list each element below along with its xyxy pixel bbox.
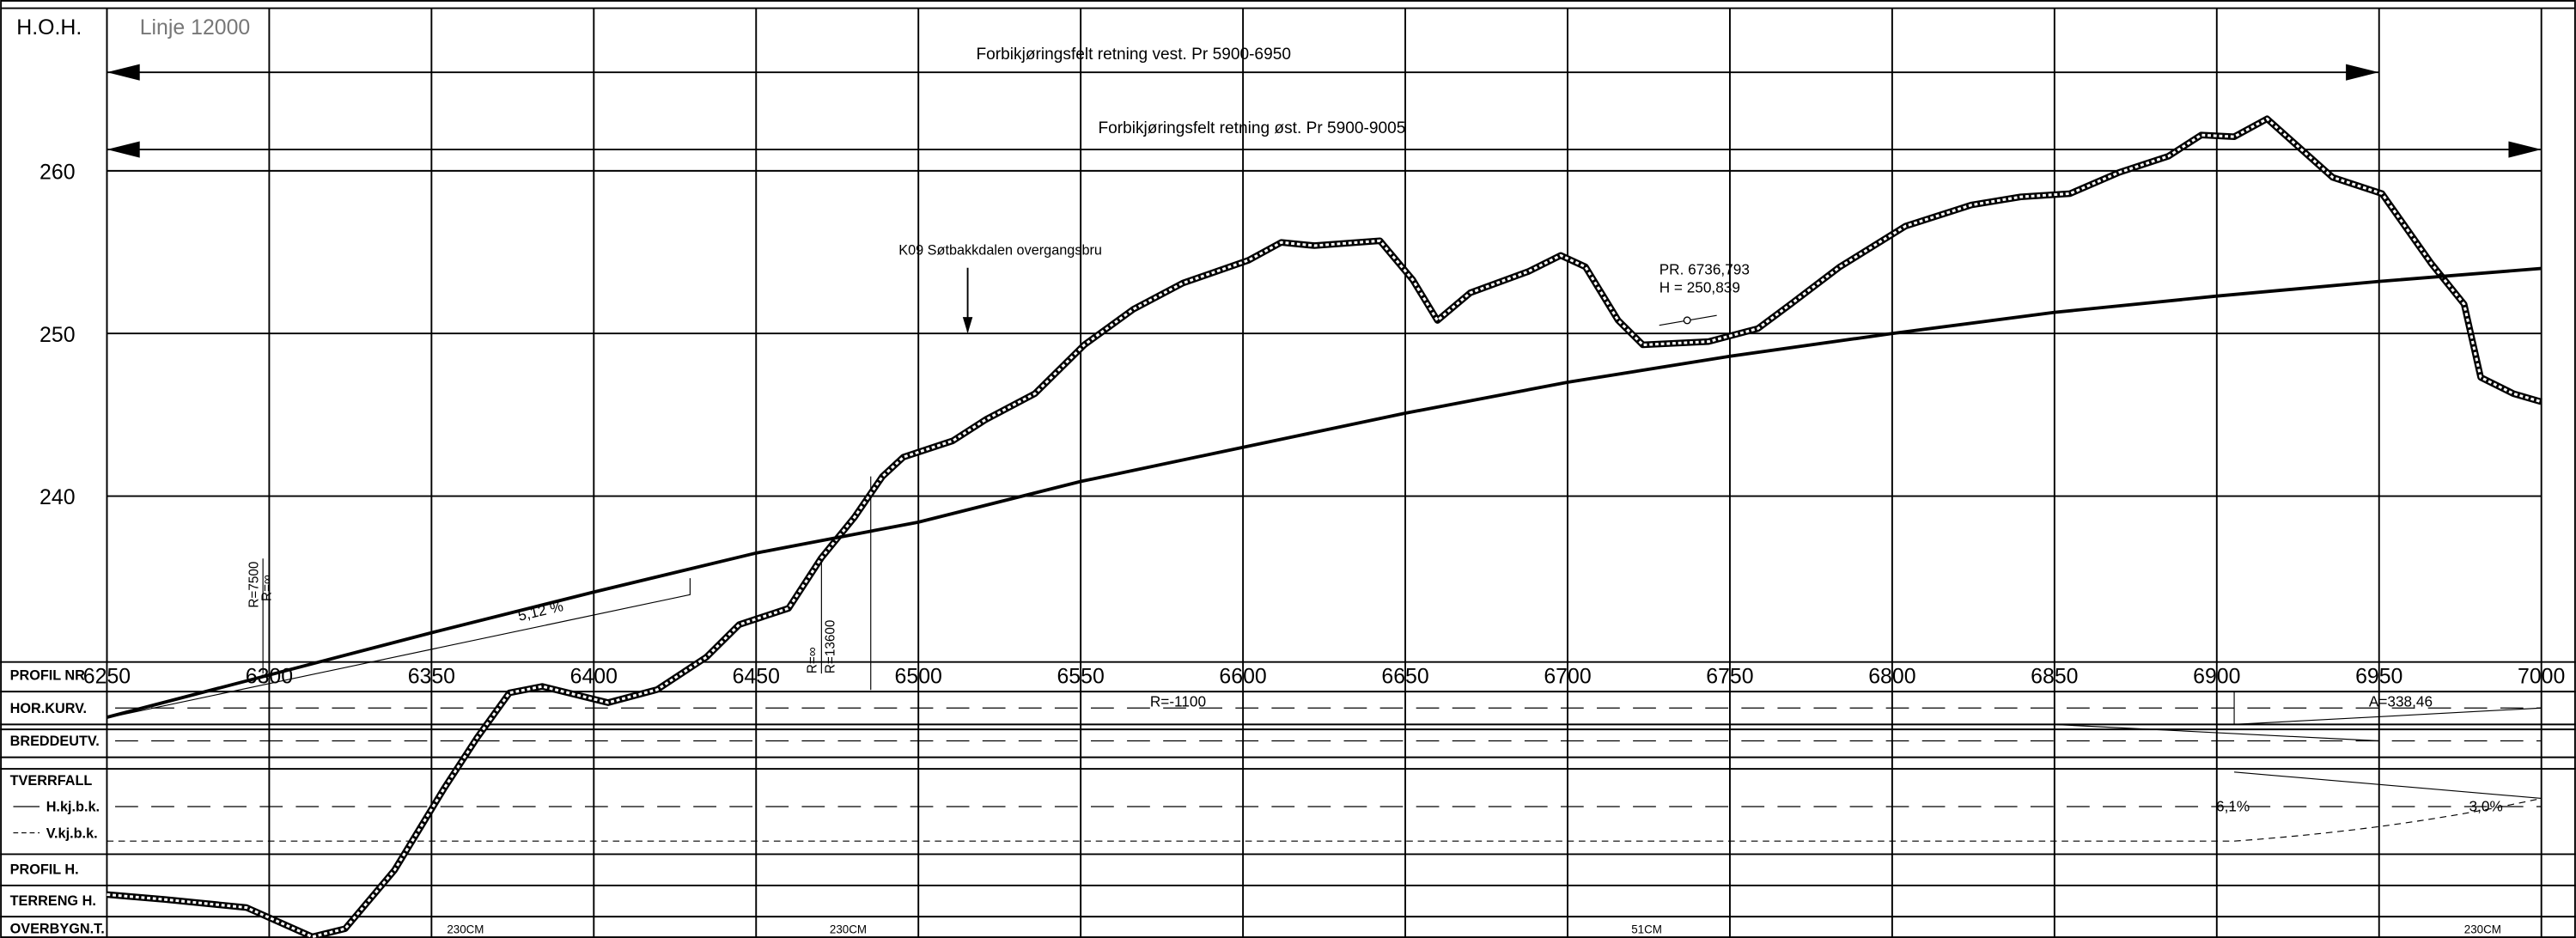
row-label: PROFIL NR	[10, 668, 86, 684]
table-note: 3,0%	[2469, 798, 2503, 815]
table-note: 51CM	[1631, 923, 1662, 935]
annotation: R=13600	[824, 620, 838, 673]
annotation: H = 250,839	[1659, 278, 1740, 295]
table-note: R=-1100	[1150, 692, 1206, 710]
table-note: A=338,46	[2369, 692, 2433, 710]
table-note: 230CM	[830, 923, 867, 935]
x-tick-label: 6850	[2031, 665, 2078, 689]
row-label: TVERRFALL	[10, 773, 93, 789]
row-label: OVERBYGN.T.	[10, 921, 105, 936]
table-note: 230CM	[447, 923, 484, 935]
x-tick-label: 6250	[83, 665, 131, 689]
x-tick-label: 7000	[2518, 665, 2565, 689]
x-tick-label: 6950	[2355, 665, 2402, 689]
tangent	[107, 578, 691, 719]
point	[1683, 316, 1691, 325]
x-tick-label: 6900	[2193, 665, 2240, 689]
x-tick-label: 6350	[408, 665, 455, 689]
table-note: 230CM	[2464, 923, 2501, 935]
table-lines	[0, 661, 2576, 918]
row-label: V.kj.b.k.	[46, 825, 98, 841]
annotation: R=∞	[806, 647, 820, 673]
table-note: 6,1%	[2216, 798, 2250, 815]
x-tick-label: 6500	[895, 665, 942, 689]
x-tick-label: 6750	[1706, 665, 1753, 689]
x-tick-label: 6650	[1381, 665, 1428, 689]
y-tick-label: 240	[40, 485, 75, 509]
annotation: PR. 6736,793	[1659, 260, 1750, 277]
row-label: HOR.KURV.	[10, 701, 87, 716]
row-label: H.kj.b.k.	[46, 800, 100, 815]
row-label: BREDDEUTV.	[10, 734, 100, 749]
crossfall-h-curve	[2234, 771, 2542, 800]
pointer-head	[962, 317, 973, 334]
crossfall-v-curve	[2234, 797, 2542, 842]
annotation: K09 Søtbakkdalen overgangsbru	[898, 242, 1102, 258]
y-axis-label: H.O.H.	[16, 15, 82, 40]
annotation: R=∞	[260, 575, 275, 601]
annotation: R=7500	[247, 562, 261, 608]
x-tick-label: 6450	[733, 665, 780, 689]
clothoid	[2234, 707, 2542, 725]
road-profile-line	[106, 266, 2542, 719]
annotation: Forbikjøringsfelt retning vest. Pr 5900-…	[977, 46, 1291, 64]
x-tick-label: 6600	[1219, 665, 1266, 689]
terrain-line	[107, 115, 2543, 938]
y-tick-label: 250	[40, 323, 75, 347]
x-tick-label: 6400	[570, 665, 618, 689]
annotation: Forbikjøringsfelt retning øst. Pr 5900-9…	[1098, 119, 1405, 137]
x-tick-label: 6700	[1544, 665, 1591, 689]
y-tick-label: 260	[40, 160, 75, 184]
x-tick-label: 6800	[1868, 665, 1915, 689]
chart-title: Linje 12000	[140, 15, 251, 40]
row-label: TERRENG H.	[10, 893, 96, 909]
x-tick-label: 6550	[1057, 665, 1104, 689]
row-label: PROFIL H.	[10, 862, 79, 877]
